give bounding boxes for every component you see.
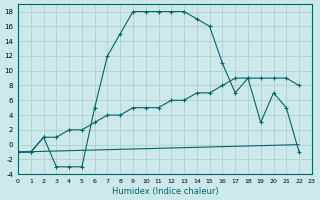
X-axis label: Humidex (Indice chaleur): Humidex (Indice chaleur) bbox=[112, 187, 218, 196]
